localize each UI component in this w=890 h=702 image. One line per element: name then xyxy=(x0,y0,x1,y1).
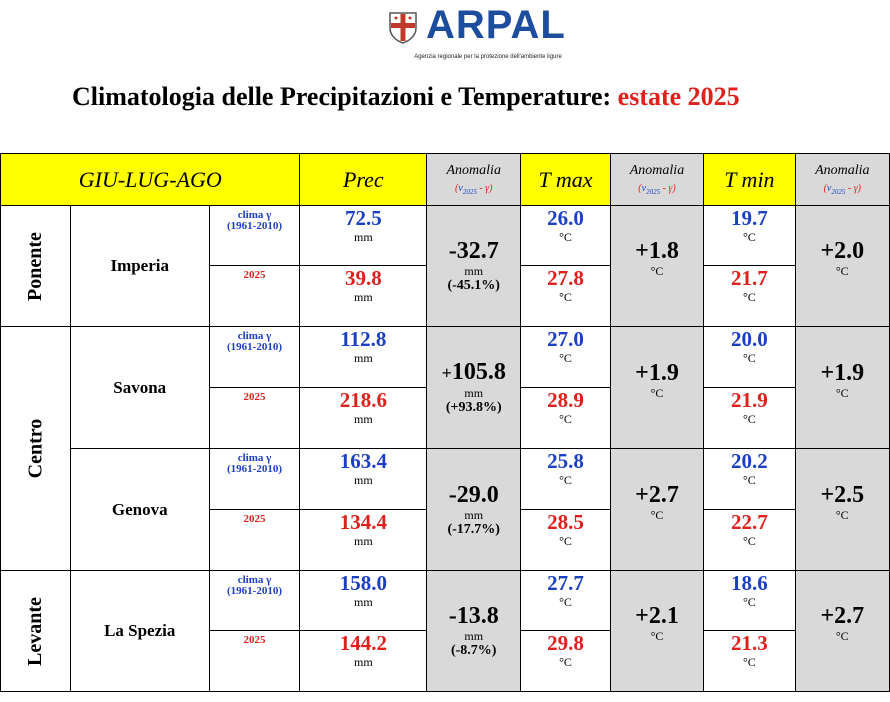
prec-anomaly-cell: -29.0 mm (-17.7%) xyxy=(426,448,522,571)
prec-2025-cell: 218.6 mm xyxy=(299,387,428,449)
station-name: Imperia xyxy=(69,205,210,327)
prec-anomaly-cell: -32.7 mm (-45.1%) xyxy=(426,205,522,327)
anomaly-formula: (v2025 - γ) xyxy=(638,183,676,196)
prec-clima-cell: 158.0 mm xyxy=(299,570,428,631)
table-row: Centro Savona clima γ (1961-2010) 112.8 mm… xyxy=(0,326,890,571)
tmin-anomaly-cell: +2.5 °C xyxy=(794,448,890,571)
anomaly-formula: (v2025 - γ) xyxy=(823,183,861,196)
tmin-2025-cell: 21.3 °C xyxy=(703,630,796,692)
table-row: 2025 144.2 mm 29.8 °C 21.3 °C xyxy=(1,630,890,692)
tmin-clima-cell: 20.2 °C xyxy=(703,448,796,510)
tmax-clima-cell: 26.0 °C xyxy=(520,205,611,266)
brand-tagline: Agenzia regionale per la protezione dell… xyxy=(414,54,562,60)
tmin-anomaly-cell: +2.7 °C xyxy=(794,570,890,692)
tmin-clima-cell: 19.7 °C xyxy=(703,205,796,266)
tmax-clima-cell: 25.8 °C xyxy=(520,448,611,510)
climate-table: GIU-LUG-AGO Prec Anomalia (v2025 - γ) T m… xyxy=(0,153,890,692)
table-row: Ponente Imperia clima γ (1961-2010) 72.5 m… xyxy=(0,205,890,327)
page-title: Climatologia delle Precipitazioni e Temp… xyxy=(72,82,740,112)
clima-label: clima γ (1961-2010) xyxy=(208,326,301,388)
tmin-2025-cell: 22.7 °C xyxy=(703,509,796,571)
prec-anomaly-header: Anomalia (v2025 - γ) xyxy=(426,153,522,206)
arpal-logo: ARPAL Agenzia regionale per la protezion… xyxy=(388,3,588,64)
tmin-header: T min xyxy=(703,153,796,206)
prec-clima-cell: 163.4 mm xyxy=(299,448,428,510)
tmin-clima-cell: 20.0 °C xyxy=(703,326,796,388)
tmin-anomaly-cell: +2.0 °C xyxy=(794,205,890,327)
area-centro: Centro xyxy=(0,326,71,571)
tmax-header: T max xyxy=(520,153,611,206)
period-header: GIU-LUG-AGO xyxy=(0,153,301,206)
tmax-anomaly-cell: +2.1 °C xyxy=(609,570,705,692)
tmin-anomaly-header: Anomalia (v2025 - γ) xyxy=(794,153,890,206)
tmin-2025-cell: 21.9 °C xyxy=(703,387,796,449)
prec-anomaly-cell: +105.8 mm (+93.8%) xyxy=(426,326,522,449)
area-levante: Levante xyxy=(0,570,71,692)
tmax-anomaly-cell: +1.9 °C xyxy=(609,326,705,449)
title-season: estate 2025 xyxy=(617,82,740,111)
table-row: 2025 134.4 mm 28.5 °C 22.7 °C xyxy=(1,509,890,571)
prec-clima-cell: 72.5 mm xyxy=(299,205,428,266)
table-row: Levante La Spezia clima γ (1961-2010) 158… xyxy=(0,570,890,692)
tmax-2025-cell: 29.8 °C xyxy=(520,630,611,692)
prec-2025-cell: 39.8 mm xyxy=(299,265,428,327)
anomaly-formula: (v2025 - γ) xyxy=(455,183,493,196)
year-label: 2025 xyxy=(208,630,301,692)
clima-label: clima γ (1961-2010) xyxy=(208,448,301,510)
clima-label: clima γ (1961-2010) xyxy=(208,205,301,266)
tmin-2025-cell: 21.7 °C xyxy=(703,265,796,327)
tmin-clima-cell: 18.6 °C xyxy=(703,570,796,631)
tmin-anomaly-cell: +1.9 °C xyxy=(794,326,890,449)
prec-2025-cell: 134.4 mm xyxy=(299,509,428,571)
year-label: 2025 xyxy=(208,387,301,449)
year-label: 2025 xyxy=(208,265,301,327)
tmax-anomaly-header: Anomalia (v2025 - γ) xyxy=(609,153,705,206)
clima-label: clima γ (1961-2010) xyxy=(208,570,301,631)
prec-anomaly-cell: -13.8 mm (-8.7%) xyxy=(426,570,522,692)
prec-2025-cell: 144.2 mm xyxy=(299,630,428,692)
prec-header: Prec xyxy=(299,153,428,206)
title-main: Climatologia delle Precipitazioni e Temp… xyxy=(72,82,618,111)
station-name: Savona xyxy=(69,326,210,449)
year-label: 2025 xyxy=(208,509,301,571)
tmax-clima-cell: 27.7 °C xyxy=(520,570,611,631)
prec-clima-cell: 112.8 mm xyxy=(299,326,428,388)
tmax-2025-cell: 28.9 °C xyxy=(520,387,611,449)
station-name: Genova xyxy=(69,448,210,571)
table-row: Genova clima γ (1961-2010) 163.4 mm -29.0 m… xyxy=(1,448,890,571)
tmax-anomaly-cell: +2.7 °C xyxy=(609,448,705,571)
station-name: La Spezia xyxy=(69,570,210,692)
table-row: 2025 39.8 mm 27.8 °C 21.7 °C xyxy=(1,265,890,327)
tmax-2025-cell: 27.8 °C xyxy=(520,265,611,327)
liguria-crest-icon xyxy=(389,12,417,44)
table-row: 2025 218.6 mm 28.9 °C 21.9 °C xyxy=(1,387,890,449)
area-ponente: Ponente xyxy=(0,205,71,327)
tmax-2025-cell: 28.5 °C xyxy=(520,509,611,571)
tmax-anomaly-cell: +1.8 °C xyxy=(609,205,705,327)
brand-name: ARPAL xyxy=(426,3,566,47)
tmax-clima-cell: 27.0 °C xyxy=(520,326,611,388)
header-row: GIU-LUG-AGO Prec Anomalia (v2025 - γ) T m… xyxy=(0,153,890,206)
